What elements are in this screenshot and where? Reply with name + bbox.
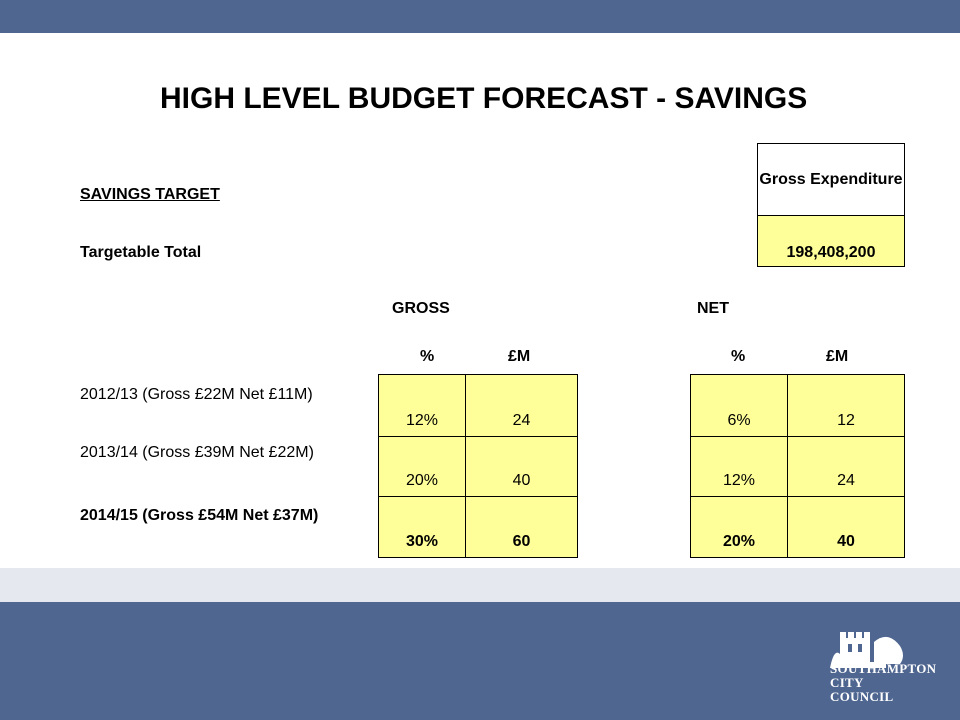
targetable-total-label: Targetable Total <box>80 244 202 261</box>
net-pct-2013-14: 12% <box>690 436 788 497</box>
net-m-2014-15: 40 <box>787 496 905 558</box>
top-band <box>0 0 960 33</box>
net-m-2012-13: 12 <box>787 374 905 437</box>
net-group-header: NET <box>697 300 729 317</box>
net-pct-2012-13: 6% <box>690 374 788 437</box>
savings-target-label: SAVINGS TARGET <box>80 186 220 203</box>
page-title: HIGH LEVEL BUDGET FORECAST - SAVINGS <box>160 82 808 115</box>
logo-line-1: SOUTHAMPTON <box>830 661 937 676</box>
gross-group-header: GROSS <box>392 300 450 317</box>
row-label-2014-15: 2014/15 (Gross £54M Net £37M) <box>80 507 319 524</box>
net-pct-header: % <box>731 348 746 365</box>
gross-m-2013-14: 40 <box>465 436 578 497</box>
gross-m-header: £M <box>508 348 531 365</box>
gross-pct-2014-15: 30% <box>378 496 466 558</box>
gross-pct-2012-13: 12% <box>378 374 466 437</box>
light-band <box>0 568 960 602</box>
row-label-2013-14: 2013/14 (Gross £39M Net £22M) <box>80 444 314 461</box>
bottom-band <box>0 602 960 720</box>
logo-text: SOUTHAMPTON CITY COUNCIL <box>830 661 937 704</box>
net-m-header: £M <box>826 348 849 365</box>
net-pct-2014-15: 20% <box>690 496 788 558</box>
gross-expenditure-header: Gross Expenditure <box>757 143 905 216</box>
row-label-2012-13: 2012/13 (Gross £22M Net £11M) <box>80 386 313 403</box>
net-m-2013-14: 24 <box>787 436 905 497</box>
targetable-total-value: 198,408,200 <box>757 215 905 267</box>
logo-line-2: CITY COUNCIL <box>830 675 894 704</box>
gross-m-2014-15: 60 <box>465 496 578 558</box>
castle-logo-icon <box>830 632 903 668</box>
gross-pct-header: % <box>420 348 435 365</box>
gross-m-2012-13: 24 <box>465 374 578 437</box>
gross-pct-2013-14: 20% <box>378 436 466 497</box>
